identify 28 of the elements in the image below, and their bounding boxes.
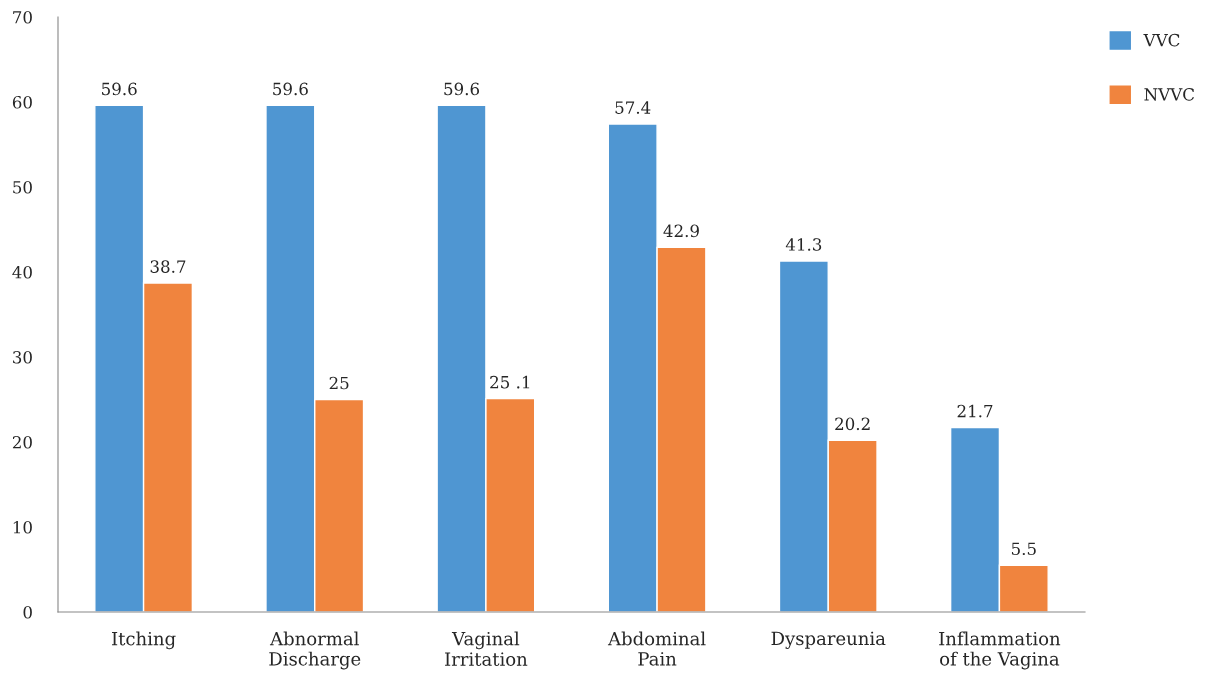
y-tick-label: 20 [12, 435, 32, 449]
x-tick-label: Abdominal Pain [607, 631, 706, 666]
x-tick-label: Dyspareunia [771, 631, 886, 649]
y-tick-label: 10 [13, 520, 32, 534]
x-tick-label: Itching [112, 631, 176, 650]
data-label: 20.2 [835, 417, 870, 431]
legend-label: NVVC [1144, 88, 1195, 101]
y-tick-label: 30 [13, 350, 32, 364]
x-tick-label: Inflammation of the Vagina [939, 631, 1061, 670]
data-label: 5.5 [1011, 542, 1036, 556]
y-tick-label: 50 [13, 180, 32, 194]
data-label: 42.9 [663, 224, 699, 238]
x-tick-label: Vaginal Irritation [445, 631, 528, 666]
x-tick-label: Abnormal Discharge [269, 631, 361, 670]
data-label: 38.7 [150, 260, 186, 273]
data-label: 25 [329, 376, 349, 390]
legend-label: VVC [1143, 33, 1180, 47]
y-tick-label: 70 [13, 10, 32, 24]
data-label: 25 .1 [490, 375, 530, 389]
data-label: 57.4 [615, 101, 651, 114]
data-label: 21.7 [957, 404, 993, 418]
y-tick-label: 60 [12, 95, 32, 109]
y-tick-label: 0 [23, 605, 32, 619]
data-label: 59.6 [102, 82, 137, 96]
data-label: 59.6 [444, 82, 480, 96]
y-tick-label: 40 [12, 265, 32, 279]
data-label: 41.3 [785, 238, 822, 251]
data-label: 59.6 [273, 82, 308, 96]
